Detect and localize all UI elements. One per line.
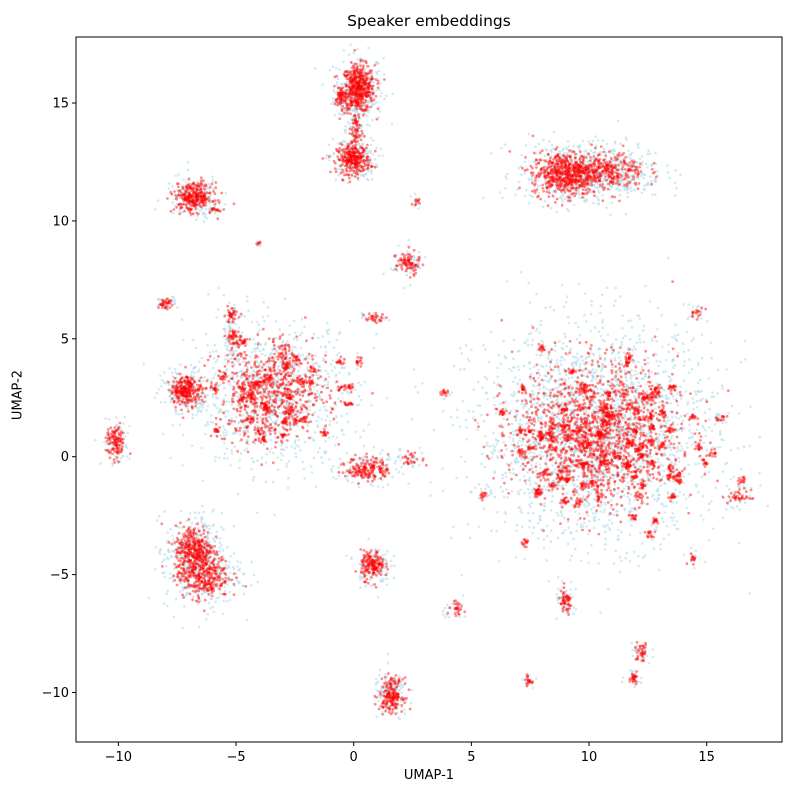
x-tick-label: 10 — [581, 750, 598, 765]
y-tick-label: 15 — [52, 97, 69, 112]
x-tick-label: 0 — [350, 750, 358, 765]
y-tick-label: −5 — [50, 568, 69, 583]
y-tick-label: 0 — [61, 450, 69, 465]
x-axis-ticks: −10 −5 0 5 10 15 — [105, 742, 715, 765]
y-tick-label: 5 — [61, 332, 69, 347]
y-axis-ticks: −10 −5 0 5 10 15 — [42, 97, 76, 701]
x-tick-label: −5 — [226, 750, 245, 765]
y-tick-label: −10 — [42, 686, 69, 701]
x-tick-label: 5 — [467, 750, 475, 765]
y-tick-label: 10 — [52, 214, 69, 229]
plot-frame — [75, 36, 783, 743]
x-tick-label: 15 — [698, 750, 715, 765]
x-axis-label: UMAP-1 — [403, 768, 455, 783]
chart-title: Speaker embeddings — [347, 12, 511, 30]
x-tick-label: −10 — [105, 750, 132, 765]
data-points — [94, 43, 770, 721]
